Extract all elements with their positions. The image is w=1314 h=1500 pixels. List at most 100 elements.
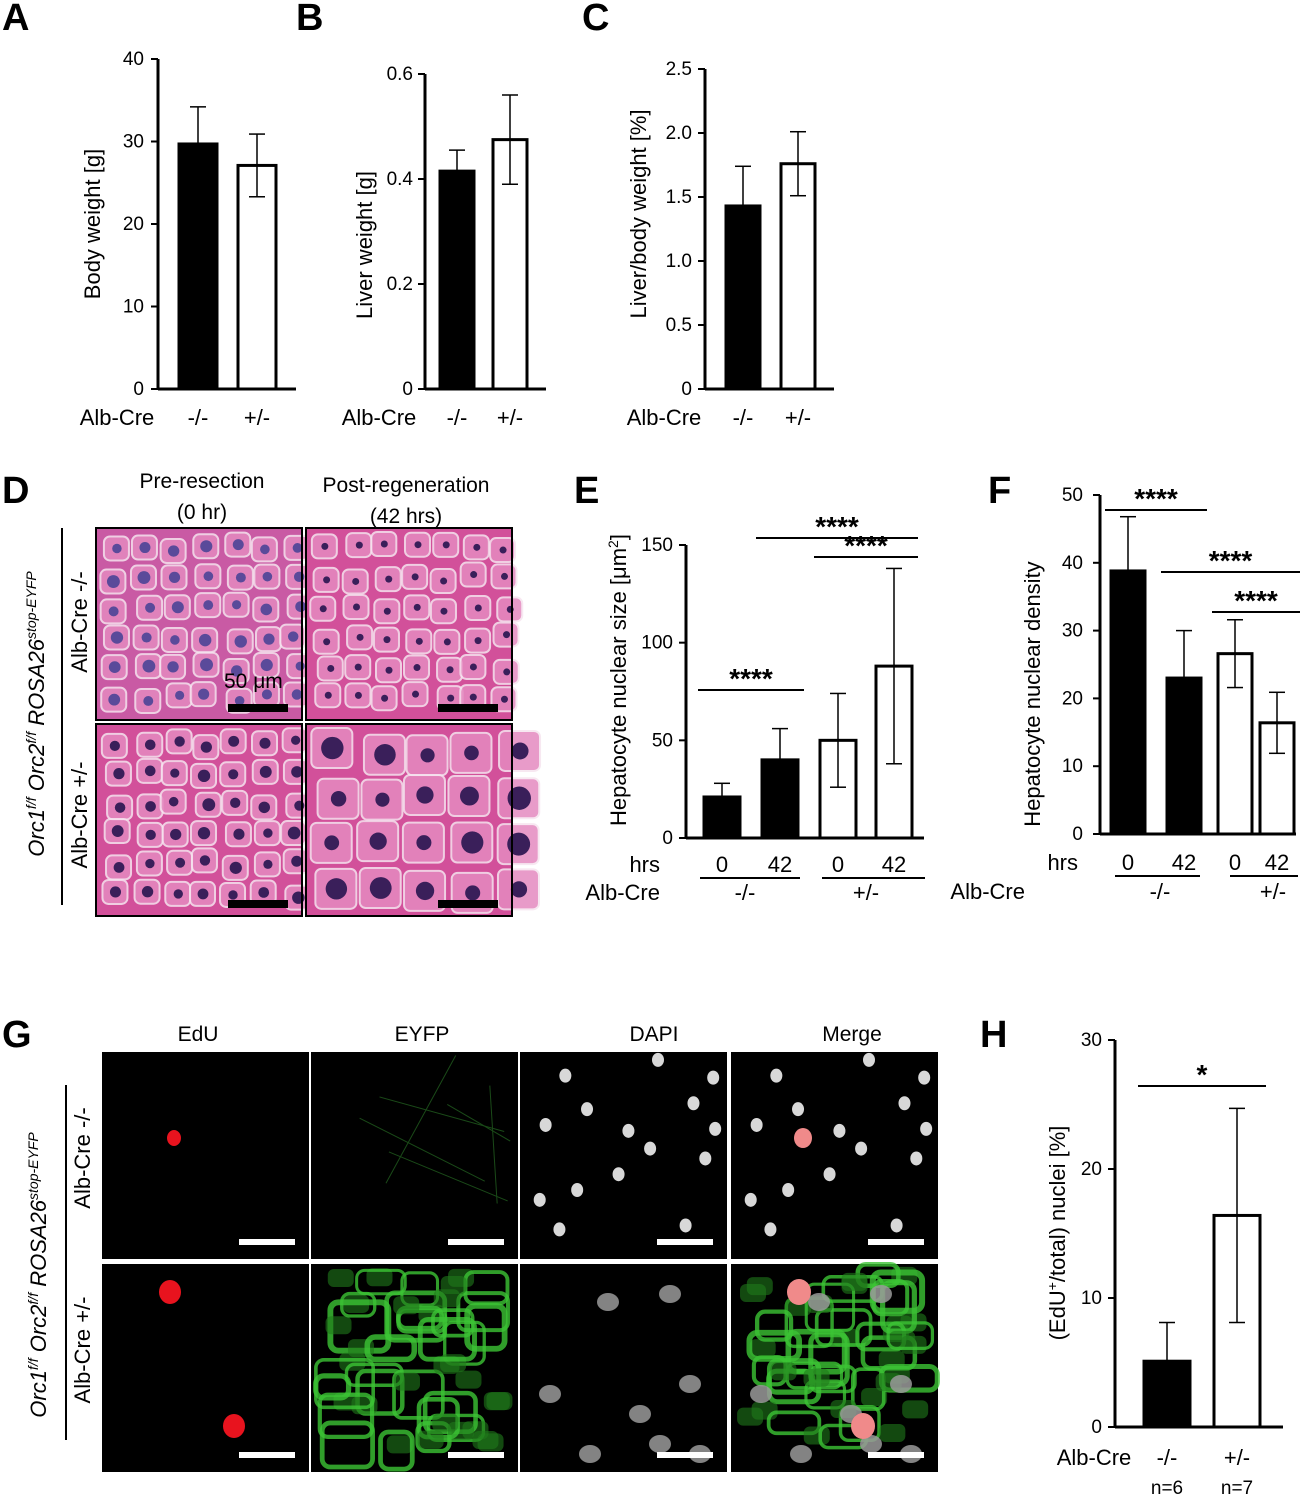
y-tick-label: 2.5 (666, 59, 692, 80)
nucleus (295, 601, 307, 612)
he-frame (95, 527, 303, 721)
nucleus (197, 769, 211, 783)
dapi-nucleus (918, 1070, 931, 1085)
d-col-header-1b: (0 hr) (177, 501, 227, 524)
panel-label-b: B (296, 0, 323, 39)
nucleus (440, 607, 448, 615)
eyfp-cytoplasm (803, 1368, 830, 1387)
x-category-label: -/- (733, 405, 754, 430)
eyfp-faint (359, 1117, 485, 1182)
eyfp-cytoplasm (366, 1268, 393, 1287)
nucleus (413, 603, 421, 611)
y-tick-label: 1.0 (666, 251, 692, 272)
nucleus (111, 825, 124, 837)
eyfp-membrane (464, 1302, 508, 1352)
nucleus (287, 826, 301, 840)
x-category-label: 0 (832, 852, 844, 877)
eyfp-faint (385, 1055, 457, 1184)
nucleus (198, 688, 210, 700)
nucleus (500, 695, 508, 703)
dapi-nucleus (808, 1293, 830, 1311)
eyfp-membrane (340, 1291, 377, 1318)
scale-bar (868, 1452, 924, 1458)
eyfp-membrane (754, 1309, 794, 1342)
eyfp-cytoplasm (879, 1424, 906, 1443)
nucleus (416, 835, 432, 851)
nucleus (108, 661, 121, 674)
scale-bar (239, 1452, 295, 1458)
nucleus (203, 600, 214, 611)
nucleus (415, 637, 423, 645)
eyfp-membrane (804, 1282, 856, 1332)
y-axis-label: Hepatocyte nuclear density (1020, 561, 1045, 826)
x-row-label: hrs (1047, 850, 1078, 875)
dapi-nucleus (559, 1068, 572, 1083)
nucleus (473, 543, 481, 551)
nucleus (112, 543, 122, 554)
dapi-nucleus (870, 1285, 892, 1303)
nucleus (291, 689, 303, 700)
nucleus (291, 855, 303, 867)
y-tick-label: 20 (1062, 688, 1083, 709)
nucleus (263, 828, 273, 838)
y-tick-label: 0 (402, 379, 413, 400)
eyfp-cytoplasm (737, 1407, 764, 1426)
y-tick-label: 10 (1081, 1288, 1102, 1309)
dapi-nucleus (687, 1096, 700, 1111)
y-tick-label: 2.0 (666, 123, 692, 144)
eyfp-membrane (313, 1373, 352, 1401)
fluor-background (520, 1264, 727, 1472)
panel-label-a: A (2, 0, 29, 39)
scale-bar (438, 900, 498, 908)
chart-f-nuclear-density: 0 10 20 30 40 50 Hepatocyte nuclear density 0 42… (950, 483, 1300, 904)
eyfp-cytoplasm (803, 1426, 830, 1445)
x-category-label: +/- (497, 405, 523, 430)
y-tick-label: 0.2 (387, 274, 413, 295)
panel-g-fluorescence: EdU EYFP DAPI Merge Alb-Cre -/- Alb-Cre … (25, 1023, 940, 1472)
bar (438, 169, 476, 391)
y-axis-label: Liver weight [g] (352, 171, 377, 319)
fluor-tile-r2-c1 (102, 1264, 309, 1472)
eyfp-cytoplasm (440, 1276, 467, 1295)
significance-label: **** (1209, 545, 1253, 576)
d-row-label-2: Alb-Cre +/- (67, 762, 92, 869)
dapi-nucleus (679, 1218, 692, 1233)
nucleus (262, 571, 273, 582)
fluor-tile-r1-c4 (731, 1052, 938, 1259)
he-frame (305, 723, 513, 917)
dapi-nucleus (890, 1375, 912, 1393)
dapi-nucleus (553, 1222, 566, 1237)
eyfp-cytoplasm (746, 1277, 773, 1296)
dapi-nucleus (890, 1218, 903, 1233)
eyfp-membrane (838, 1404, 881, 1443)
nucleus (500, 572, 508, 580)
dapi-nucleus (860, 1435, 882, 1453)
fluor-tile-r1-c2 (311, 1052, 518, 1259)
nucleus (260, 603, 273, 616)
nucleus (440, 577, 448, 585)
nucleus (232, 600, 242, 610)
nucleus (142, 659, 156, 673)
y-tick-label: 0 (1091, 1417, 1102, 1438)
dapi-nucleus (833, 1123, 846, 1138)
nucleus (263, 633, 275, 645)
nucleus (503, 631, 511, 639)
y-tick-label: 150 (641, 535, 673, 556)
dapi-nucleus (920, 1121, 933, 1136)
nucleus (374, 744, 396, 766)
bar (760, 758, 800, 840)
fluor-background (102, 1264, 309, 1472)
nucleus (108, 693, 121, 706)
eyfp-cytoplasm (339, 1352, 366, 1371)
eyfp-cytoplasm (327, 1269, 354, 1288)
nucleus (381, 694, 389, 702)
bar (1142, 1359, 1192, 1429)
he-image-grid (95, 527, 542, 917)
x-category-label: -/- (188, 405, 209, 430)
nucleus (503, 668, 511, 676)
nucleus (355, 541, 363, 549)
nucleus (232, 539, 244, 551)
nucleus (113, 768, 125, 780)
scale-bar (448, 1452, 504, 1458)
